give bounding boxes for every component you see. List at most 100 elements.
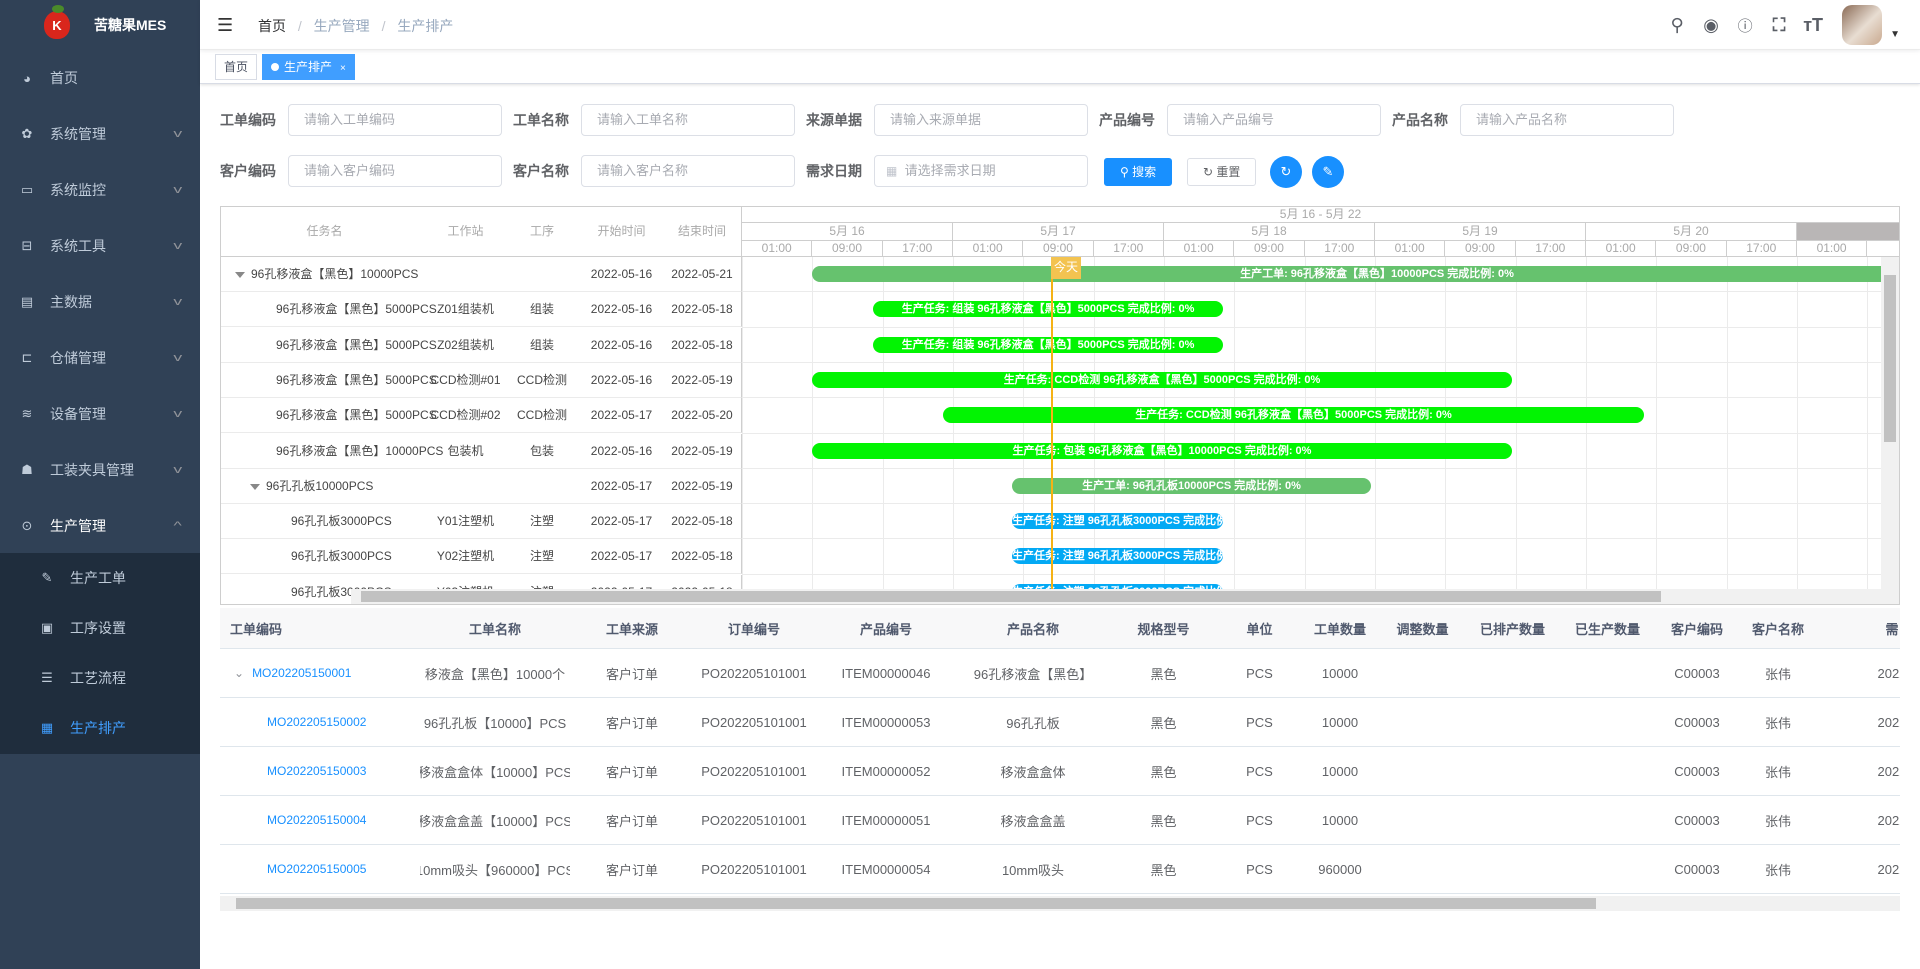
column-header[interactable]: 工单编码 [230,621,283,637]
tag-production-schedule[interactable]: 生产排产 × [262,54,355,80]
logo[interactable]: K 苦糖果MES [0,0,200,50]
column-header[interactable]: 需 [1885,621,1899,637]
gantt-task-row[interactable]: 96孔移液盒【黑色】5000PCS CCD检测#02 CCD检测 2022-05-17… [221,398,742,434]
column-header[interactable]: 订单编号 [727,621,780,637]
gantt-bar-order[interactable]: 生产工单: 96孔移液盒【黑色】10000PCS 完成比例: 0% [812,266,1882,282]
gantt-day-cell: 5月 16 [742,223,953,240]
column-header[interactable]: 已生产数量 [1574,621,1640,637]
gantt-bar-order[interactable]: 生产工单: 96孔孔板10000PCS 完成比例: 0% [1012,477,1371,494]
sidebar-item-6[interactable]: ≋ 设备管理 v [0,386,200,442]
gantt-task-row[interactable]: 96孔孔板10000PCS 2022-05-17 2022-05-19 [221,468,742,504]
column-header[interactable]: 客户编码 [1670,621,1723,637]
search-button[interactable]: ⚲ 搜索 [1104,158,1173,186]
breadcrumb-home[interactable]: 首页 [258,18,286,34]
filter-input-row1-0[interactable]: 请输入工单编码 [288,104,502,136]
sidebar-subitem-3[interactable]: ▦ 生产排产 [0,703,200,753]
font-size-icon[interactable]: тT [1803,14,1823,35]
avatar[interactable] [1842,5,1883,45]
filter-input-row2-1[interactable]: 请输入客户名称 [581,155,795,187]
sidebar-item-3[interactable]: ⊟ 系统工具 v [0,218,200,274]
sidebar-item-0[interactable]: ◕ 首页 [0,50,200,106]
search-icon[interactable]: ⚲ [1670,14,1684,35]
sidebar-item-label: 系统监控 [50,182,106,198]
reset-button[interactable]: ↻ 重置 [1187,158,1257,186]
filter-input-row1-4[interactable]: 请输入产品名称 [1460,104,1674,136]
column-header[interactable]: 工单名称 [468,621,521,637]
expand-chevron-icon[interactable]: ⌄ [234,666,245,680]
edit-circle-button[interactable]: ✎ [1312,156,1344,188]
gantt-task-row[interactable]: 96孔孔板3000PCS Y02注塑机 注塑 2022-05-17 2022-05-18 [221,539,742,575]
table-row[interactable]: MO202205150004 移液盒盒盖【10000】PCS 客户订单 PO20220… [220,796,1900,845]
table-horizontal-scrollbar[interactable] [220,896,1900,911]
sidebar-subitem-2[interactable]: ☰ 工艺流程 [0,653,200,703]
gantt-chart: 任务名 工作站 工序 开始时间 结束时间 5月 16 - 5月 22 5月 16 5月 1… [220,206,1900,605]
gantt-bar-task2[interactable]: 生产任务: 注塑 96孔孔板3000PCS 完成比例: 0% [1012,513,1223,530]
expand-triangle-icon[interactable] [250,483,260,490]
help-icon[interactable]: ⓘ [1737,17,1753,35]
column-header[interactable]: 工单数量 [1313,621,1366,637]
tag-home[interactable]: 首页 [215,54,258,80]
gantt-bar-task[interactable]: 生产任务: 包装 96孔移液盒【黑色】10000PCS 完成比例: 0% [812,442,1512,459]
sidebar-subitem-0[interactable]: ✎ 生产工单 [0,553,200,603]
filter-input-row1-2[interactable]: 请输入来源单据 [874,104,1088,136]
gantt-column-header[interactable]: 工序 [529,224,554,238]
gantt-vertical-scrollbar[interactable] [1881,257,1899,590]
gantt-bar-task2[interactable]: 生产任务: 注塑 96孔孔板3000PCS 完成比例: 0% [1012,548,1223,565]
expand-triangle-icon[interactable] [235,271,245,278]
sidebar-subitem-1[interactable]: ▣ 工序设置 [0,603,200,653]
gantt-column-header[interactable]: 任务名 [306,224,343,238]
work-order-code-link[interactable]: MO202205150001 [252,666,352,680]
work-order-code-link[interactable]: MO202205150003 [267,764,367,778]
work-order-code-link[interactable]: MO202205150005 [267,862,367,876]
gantt-bar-task[interactable]: 生产任务: 组装 96孔移液盒【黑色】5000PCS 完成比例: 0% [873,336,1223,353]
gantt-task-row[interactable]: 96孔移液盒【黑色】5000PCS Z01组装机 组装 2022-05-16 2022-… [221,292,742,328]
gantt-task-row[interactable]: 96孔移液盒【黑色】5000PCS CCD检测#01 CCD检测 2022-05-16… [221,362,742,398]
gantt-column-header[interactable]: 开始时间 [597,224,646,238]
column-header[interactable]: 已排产数量 [1479,621,1545,637]
gantt-horizontal-scrollbar[interactable] [351,589,1899,604]
sidebar-item-4[interactable]: ▤ 主数据 v [0,274,200,330]
column-header[interactable]: 产品名称 [1006,621,1059,637]
hamburger-icon[interactable]: ☰ [217,15,234,35]
filter-input-row1-3[interactable]: 请输入产品编号 [1167,104,1381,136]
column-header[interactable]: 客户名称 [1751,621,1804,637]
gantt-bar-task[interactable]: 生产任务: 组装 96孔移液盒【黑色】5000PCS 完成比例: 0% [873,301,1223,318]
sidebar-item-5[interactable]: ⊏ 仓储管理 v [0,330,200,386]
gantt-hour-cell: 09:00 [1445,241,1516,256]
gantt-task-row[interactable]: 96孔移液盒【黑色】5000PCS Z02组装机 组装 2022-05-16 2022-… [221,327,742,363]
document-icon: ▤ [20,294,34,309]
filter-input-row2-2[interactable]: ▦ 请选择需求日期 [874,155,1088,187]
column-header[interactable]: 规格型号 [1137,621,1190,637]
gantt-bar-task2[interactable]: 生产任务: 注塑 96孔孔板3000PCS 完成比例: 0% [1012,583,1223,590]
caret-down-icon[interactable]: ▼ [1890,28,1900,40]
column-header[interactable]: 调整数量 [1396,621,1449,637]
column-header[interactable]: 产品编号 [859,621,912,637]
table-row[interactable]: MO202205150005 10mm吸头【960000】PCS 客户订单 PO202… [220,845,1900,894]
sidebar-item-7[interactable]: ☗ 工装夹具管理 v [0,442,200,498]
gantt-column-header[interactable]: 工作站 [447,224,484,238]
fullscreen-icon[interactable]: ⛶ [1772,14,1786,35]
filter-input-row2-0[interactable]: 请输入客户编码 [288,155,502,187]
gantt-task-row[interactable]: 96孔移液盒【黑色】10000PCS 包装机 包装 2022-05-16 2022-05… [221,433,742,469]
github-icon[interactable]: ◉ [1703,14,1719,35]
column-header[interactable]: 单位 [1246,621,1273,637]
refresh-circle-button[interactable]: ↻ [1270,156,1302,188]
gantt-task-row[interactable]: 96孔孔板3000PCS Y01注塑机 注塑 2022-05-17 2022-05-18 [221,504,742,540]
table-row[interactable]: MO202205150002 96孔孔板【10000】PCS 客户订单 PO20220… [220,698,1900,747]
work-order-code-link[interactable]: MO202205150004 [267,813,367,827]
sidebar-item-1[interactable]: ✿ 系统管理 v [0,106,200,162]
sidebar-item-8[interactable]: ⊙ 生产管理 ^ [0,498,200,554]
gantt-column-header[interactable]: 结束时间 [677,224,726,238]
sidebar-item-2[interactable]: ▭ 系统监控 v [0,162,200,218]
table-row[interactable]: MO202205150003 移液盒盒体【10000】PCS 客户订单 PO20220… [220,747,1900,796]
filter-input-row1-1[interactable]: 请输入工单名称 [581,104,795,136]
close-icon[interactable]: × [340,63,346,74]
column-header[interactable]: 工单来源 [605,621,658,637]
gantt-bar-task[interactable]: 生产任务: CCD检测 96孔移液盒【黑色】5000PCS 完成比例: 0% [812,371,1512,388]
table-cell: 移液盒盒体 [1000,764,1066,780]
table-row[interactable]: ⌄ MO202205150001 移液盒【黑色】10000个 客户订单 PO202205… [220,649,1900,698]
gantt-bar-task[interactable]: 生产任务: CCD检测 96孔移液盒【黑色】5000PCS 完成比例: 0% [943,407,1644,424]
sidebar-item-label: 设备管理 [50,406,106,422]
work-order-code-link[interactable]: MO202205150002 [267,715,367,729]
gantt-task-row[interactable]: 96孔移液盒【黑色】10000PCS 2022-05-16 2022-05-21 [221,257,742,292]
